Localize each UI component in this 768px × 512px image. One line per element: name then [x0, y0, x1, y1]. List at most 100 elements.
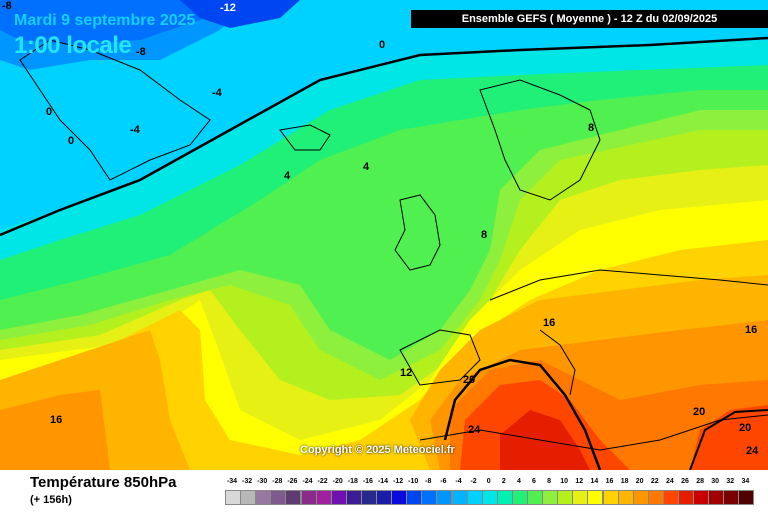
scale-tick-label: 34: [741, 478, 750, 485]
scale-tick-label: 18: [620, 478, 629, 485]
scale-tick-label: 2: [501, 478, 506, 485]
band-minus10: [0, 0, 240, 45]
temperature-map: Mardi 9 septembre 2025 1:00 locale Ensem…: [0, 0, 768, 470]
scale-tick-label: 8: [547, 478, 552, 485]
lead-time: (+ 156h): [30, 494, 72, 506]
scale-tick-label: -34: [226, 478, 238, 485]
variable-title: Température 850hPa: [30, 474, 177, 491]
scale-swatch: [315, 490, 332, 505]
scale-tick-label: -24: [302, 478, 313, 485]
isotherm-zero: [0, 36, 768, 237]
scale-swatch: [330, 490, 347, 505]
temperature-field: [0, 0, 768, 470]
scale-swatch: [557, 490, 574, 505]
scale-tick-label: 6: [532, 478, 536, 485]
isotherm-label: 12: [400, 367, 413, 379]
isotherm-label: -4: [130, 124, 140, 136]
greenland-coast: [19, 39, 211, 181]
scale-swatch: [300, 490, 317, 505]
isotherm-label: 0: [68, 135, 75, 147]
forecast-date: Mardi 9 septembre 2025: [14, 12, 196, 29]
scale-swatch: [542, 490, 559, 505]
band-minus12: [180, 0, 300, 28]
scale-swatch: [617, 490, 634, 505]
scale-tick-label: -20: [332, 478, 343, 485]
band-plus22-east: [690, 405, 768, 470]
copyright-notice: Copyright © 2025 Meteociel.fr: [300, 444, 455, 456]
scale-tick-label: -26: [287, 478, 298, 485]
isotherm-label: 20: [739, 422, 752, 434]
scale-tick-label: 16: [605, 478, 614, 485]
scale-tick-label: 22: [650, 478, 659, 485]
band-plus18-west: [0, 390, 110, 470]
scale-tick-label: -10: [408, 478, 419, 485]
scale-swatch: [255, 490, 272, 505]
scale-tick-label: -2: [470, 478, 477, 485]
isotherm-label: 20: [693, 406, 706, 418]
coastlines: [19, 39, 768, 451]
iceland-coast: [279, 124, 331, 151]
scale-tick-label: -14: [377, 478, 389, 485]
scale-tick-label: 28: [696, 478, 704, 485]
scale-swatch: [693, 490, 710, 505]
scale-tick-label: 14: [590, 478, 599, 485]
isotherm-label: 16: [543, 317, 556, 329]
scale-swatch: [738, 490, 755, 505]
scale-tick-label: 20: [635, 478, 644, 485]
isotherm-label: 8: [481, 229, 488, 241]
scale-swatch: [391, 490, 408, 505]
isotherm-label: 24: [468, 424, 481, 436]
scale-swatch: [602, 490, 619, 505]
scale-tick-label: -18: [347, 478, 358, 485]
scale-swatch: [285, 490, 302, 505]
scale-swatch: [270, 490, 287, 505]
isotherm-label: 8: [588, 122, 595, 134]
isotherm-label: -8: [136, 46, 146, 58]
scale-swatch: [662, 490, 679, 505]
isotherm-label: 4: [363, 161, 370, 173]
band-plus24: [500, 410, 590, 470]
scale-tick-label: 0: [486, 478, 491, 485]
scale-swatch: [481, 490, 498, 505]
africa-coast: [419, 414, 768, 451]
scale-tick-label: 4: [516, 478, 521, 485]
isotherm-label: -12: [220, 2, 236, 14]
isotherm-twenty-east: [689, 409, 768, 470]
scale-tick-label: -30: [257, 478, 268, 485]
scale-tick-label: -28: [272, 478, 283, 485]
isotherm-label: 4: [284, 170, 291, 182]
scale-swatch: [647, 490, 664, 505]
scale-tick-label: -32: [242, 478, 253, 485]
scandinavia-coast: [479, 79, 601, 201]
scale-swatch: [376, 490, 392, 505]
scale-swatch: [406, 490, 423, 505]
isotherm-label: 0: [46, 106, 53, 118]
iberia-coast: [399, 329, 481, 386]
model-banner: Ensemble GEFS ( Moyenne ) - 12 Z du 02/0…: [411, 10, 768, 28]
isotherm-label: 0: [379, 39, 386, 51]
scale-tick-label: -12: [393, 478, 404, 485]
scale-swatch: [451, 490, 468, 505]
scale-tick-label: -8: [425, 478, 432, 485]
uk-coast: [394, 194, 441, 271]
scale-swatch: [421, 490, 438, 505]
scale-tick-label: -4: [455, 478, 462, 485]
isotherm-label: 20: [463, 374, 476, 386]
scale-tick-label: 10: [560, 478, 569, 485]
color-scale: -34 -32 -30 -28 -26 -24 -22 -20 -18 -16 -14 -12 -10-…: [224, 478, 755, 508]
isotherm-label: -4: [212, 87, 222, 99]
scale-tick-label: -6: [440, 478, 447, 485]
scale-swatch: [345, 490, 362, 505]
italy-coast: [539, 329, 576, 396]
scale-tick-label: 30: [711, 478, 720, 485]
scale-swatch: [496, 490, 513, 505]
scale-swatch: [225, 490, 241, 505]
scale-tick-label: -16: [362, 478, 373, 485]
isotherm-twenty: [443, 358, 602, 470]
scale-swatch: [723, 490, 740, 505]
scale-tick-label: 12: [575, 478, 584, 485]
isotherm-label: -8: [2, 0, 12, 12]
scale-swatch: [436, 490, 453, 505]
isotherm-label: 16: [745, 324, 758, 336]
scale-swatch: [360, 490, 377, 505]
